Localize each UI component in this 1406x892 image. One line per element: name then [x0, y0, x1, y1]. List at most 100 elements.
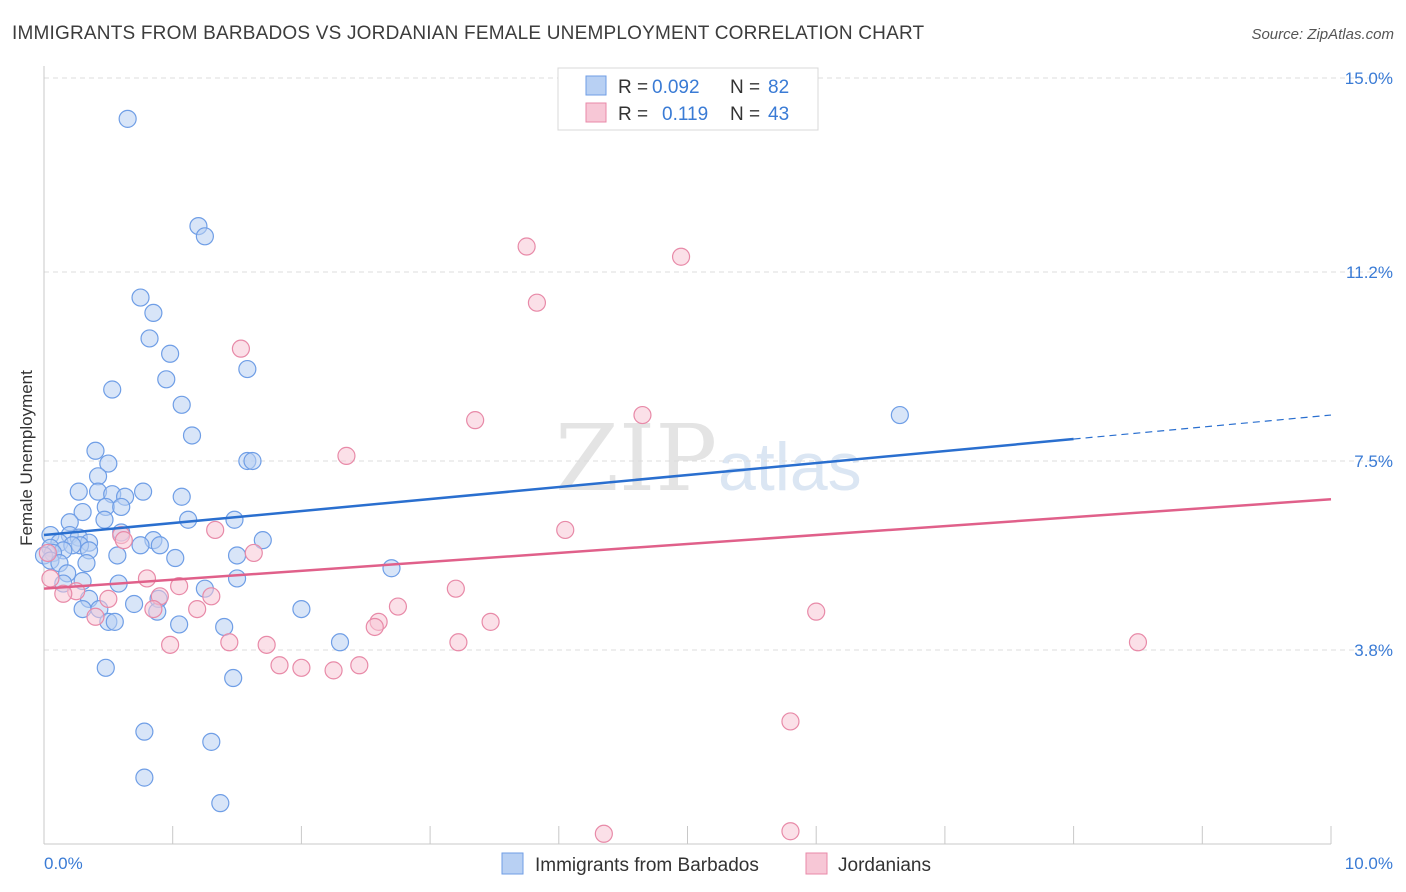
legend-n-label-jordanians: N = — [730, 104, 760, 125]
point-jordanians — [781, 712, 800, 731]
axes — [43, 66, 1332, 845]
point-barbados — [179, 510, 198, 529]
point-barbados — [133, 482, 153, 501]
y-axis-label: Female Unemployment — [17, 370, 36, 546]
point-jordanians — [38, 543, 57, 563]
point-barbados — [105, 612, 124, 631]
point-jordanians — [202, 587, 221, 606]
point-barbados — [96, 658, 115, 677]
point-barbados — [131, 288, 150, 307]
point-jordanians — [807, 602, 826, 621]
y-tick-label-1: 7.5% — [1354, 452, 1393, 471]
data-points — [34, 109, 1148, 843]
point-jordanians — [188, 599, 207, 619]
point-barbados — [170, 615, 189, 634]
legend-n-label-barbados: N = — [730, 77, 760, 98]
point-barbados — [227, 569, 247, 588]
point-jordanians — [86, 607, 105, 626]
point-barbados — [172, 487, 191, 506]
point-barbados — [211, 794, 230, 813]
point-barbados — [253, 531, 272, 550]
point-barbados — [292, 599, 311, 619]
point-jordanians — [481, 612, 500, 631]
point-jordanians — [527, 293, 547, 312]
bottom-legend-label-barbados: Immigrants from Barbados — [535, 855, 759, 876]
bottom-legend-swatch-jordanians — [805, 852, 828, 875]
point-barbados — [150, 536, 169, 555]
point-jordanians — [99, 589, 118, 608]
point-jordanians — [257, 635, 276, 654]
point-jordanians — [161, 635, 180, 654]
legend-r-label-jordanians: R = — [618, 104, 648, 125]
legend-r-value-jordanians: 0.119 — [662, 104, 708, 125]
watermark-atlas: atlas — [718, 429, 862, 505]
legend-swatch-jordanians — [585, 102, 607, 123]
trend-line-barbados — [43, 437, 1074, 537]
point-barbados — [108, 546, 127, 565]
point-jordanians — [594, 824, 613, 843]
point-jordanians — [41, 569, 60, 588]
point-jordanians — [114, 531, 133, 550]
point-jordanians — [144, 599, 163, 619]
point-jordanians — [446, 579, 465, 598]
y-tick-label-2: 11.2% — [1346, 263, 1393, 282]
point-jordanians — [556, 520, 575, 540]
point-jordanians — [137, 569, 157, 588]
point-jordanians — [337, 446, 356, 465]
legend-n-value-jordanians: 43 — [768, 104, 789, 125]
bottom-legend-swatch-barbados — [501, 852, 524, 875]
point-barbados — [118, 109, 137, 128]
point-barbados — [77, 554, 96, 573]
y-tick-label-0: 3.8% — [1354, 641, 1393, 660]
bottom-legend-label-jordanians: Jordanians — [838, 855, 931, 876]
point-barbados — [103, 380, 122, 399]
legend-swatch-barbados — [585, 75, 607, 96]
point-jordanians — [365, 617, 384, 637]
point-barbados — [225, 510, 244, 529]
x-tick-label-right: 10.0% — [1345, 854, 1393, 873]
point-barbados — [224, 668, 243, 688]
legend-r-label-barbados: R = — [618, 77, 648, 98]
y-tick-label-3: 15.0% — [1345, 69, 1393, 88]
chart-title: IMMIGRANTS FROM BARBADOS VS JORDANIAN FE… — [12, 23, 925, 44]
point-jordanians — [671, 247, 691, 266]
legend: R = 0.092 N = 82 R = 0.119 N = 43 — [557, 67, 819, 131]
point-jordanians — [170, 577, 189, 596]
legend-r-value-barbados: 0.092 — [652, 77, 700, 98]
point-barbados — [144, 303, 163, 323]
watermark-zip: ZIP — [555, 405, 717, 512]
point-barbados — [99, 454, 118, 473]
point-jordanians — [54, 584, 73, 603]
point-barbados — [182, 426, 202, 445]
watermark: ZIP atlas — [555, 405, 862, 512]
point-jordanians — [1128, 633, 1148, 652]
point-jordanians — [517, 237, 536, 256]
point-jordanians — [449, 633, 468, 652]
point-barbados — [131, 536, 150, 555]
point-jordanians — [292, 658, 311, 677]
point-jordanians — [388, 597, 408, 616]
point-barbados — [890, 405, 909, 425]
point-barbados — [166, 548, 185, 568]
trend-line-jordanians — [43, 498, 1332, 590]
point-barbados — [382, 559, 401, 578]
point-jordanians — [270, 656, 289, 675]
point-barbados — [195, 227, 214, 246]
chart-source: Source: ZipAtlas.com — [1251, 26, 1394, 43]
point-jordanians — [466, 411, 485, 430]
y-tick-labels: 3.8% 7.5% 11.2% 15.0% — [1345, 69, 1393, 660]
point-barbados — [95, 510, 114, 529]
point-jordanians — [206, 520, 225, 540]
point-jordanians — [633, 405, 652, 425]
point-barbados — [135, 768, 154, 787]
trend-lines — [43, 414, 1332, 590]
point-barbados — [112, 497, 131, 517]
point-barbados — [124, 594, 144, 614]
point-barbados — [243, 451, 262, 471]
point-barbados — [172, 395, 191, 414]
point-barbados — [161, 344, 180, 363]
point-jordanians — [350, 656, 369, 675]
legend-n-value-barbados: 82 — [768, 77, 789, 98]
point-barbados — [88, 467, 108, 486]
trend-line-barbados-extension — [1073, 414, 1332, 440]
